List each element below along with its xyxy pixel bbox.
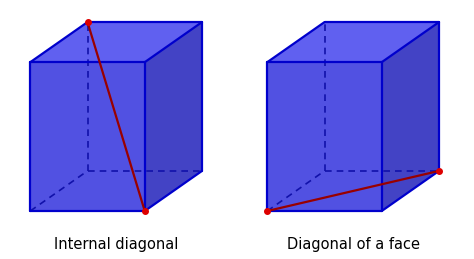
- Polygon shape: [382, 22, 439, 211]
- Polygon shape: [30, 22, 202, 62]
- Polygon shape: [267, 22, 439, 62]
- Polygon shape: [30, 62, 145, 211]
- Polygon shape: [267, 62, 382, 211]
- Text: Internal diagonal: Internal diagonal: [54, 237, 178, 252]
- Polygon shape: [145, 22, 202, 211]
- Text: Diagonal of a face: Diagonal of a face: [287, 237, 419, 252]
